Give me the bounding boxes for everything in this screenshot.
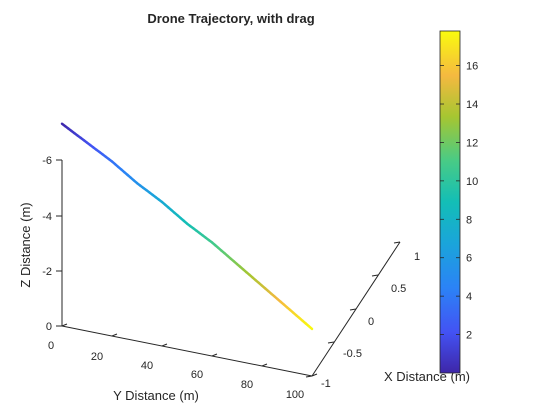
colorbar: 2 4 6 8 10 12 14 16 (439, 30, 478, 374)
y-axis-ticks: 0 20 40 60 80 100 (48, 323, 318, 401)
x-tick-label: -1 (321, 378, 331, 390)
trajectory-line (60, 122, 314, 331)
colorbar-ticks: 2 4 6 8 10 12 14 16 (440, 61, 478, 342)
x-tick-mark (371, 274, 379, 277)
x-tick-mark (305, 375, 313, 378)
chart-title: Drone Trajectory, with drag (147, 11, 314, 26)
x-tick-mark (349, 308, 357, 311)
colorbar-tick-label: 4 (466, 291, 472, 303)
colorbar-tick-label: 10 (466, 176, 478, 188)
x-tick-mark (393, 241, 401, 244)
z-tick-label: 0 (46, 321, 52, 333)
x-tick-label: 1 (414, 251, 420, 263)
colorbar-tick-label: 14 (466, 99, 478, 111)
y-tick-label: 80 (241, 379, 253, 391)
y-tick-label: 0 (48, 340, 54, 352)
trajectory-segment (307, 324, 314, 331)
x-tick-label: 0 (368, 316, 374, 328)
x-tick-label: 0.5 (391, 283, 406, 295)
colorbar-tick-label: 6 (466, 253, 472, 265)
colorbar-fill (440, 31, 460, 373)
y-tick-mark (211, 353, 218, 357)
y-tick-label: 20 (91, 351, 103, 363)
y-axis-label: Y Distance (m) (113, 388, 199, 403)
y-axis-line (61, 325, 313, 377)
y-tick-mark (261, 363, 268, 367)
x-tick-label: -0.5 (343, 348, 362, 360)
z-tick-label: -2 (42, 266, 52, 278)
x-tick-mark (327, 341, 335, 344)
y-tick-label: 60 (191, 369, 203, 381)
y-tick-label: 40 (141, 360, 153, 372)
y-tick-mark (161, 343, 168, 347)
y-tick-mark (111, 333, 118, 337)
y-tick-mark (61, 323, 68, 327)
colorbar-tick-label: 2 (466, 330, 472, 342)
x-axis-ticks: -1 -0.5 0 0.5 1 (305, 241, 420, 390)
y-tick-mark (311, 373, 318, 377)
colorbar-tick-label: 16 (466, 61, 478, 73)
y-tick-label: 100 (286, 389, 304, 401)
colorbar-frame (439, 30, 461, 374)
z-axis-ticks: 0 -2 -4 -6 (42, 155, 62, 333)
z-tick-label: -6 (42, 155, 52, 167)
colorbar-tick-label: 12 (466, 137, 478, 149)
z-axis-label: Z Distance (m) (18, 202, 33, 287)
z-tick-label: -4 (42, 211, 52, 223)
colorbar-tick-label: 8 (466, 214, 472, 226)
